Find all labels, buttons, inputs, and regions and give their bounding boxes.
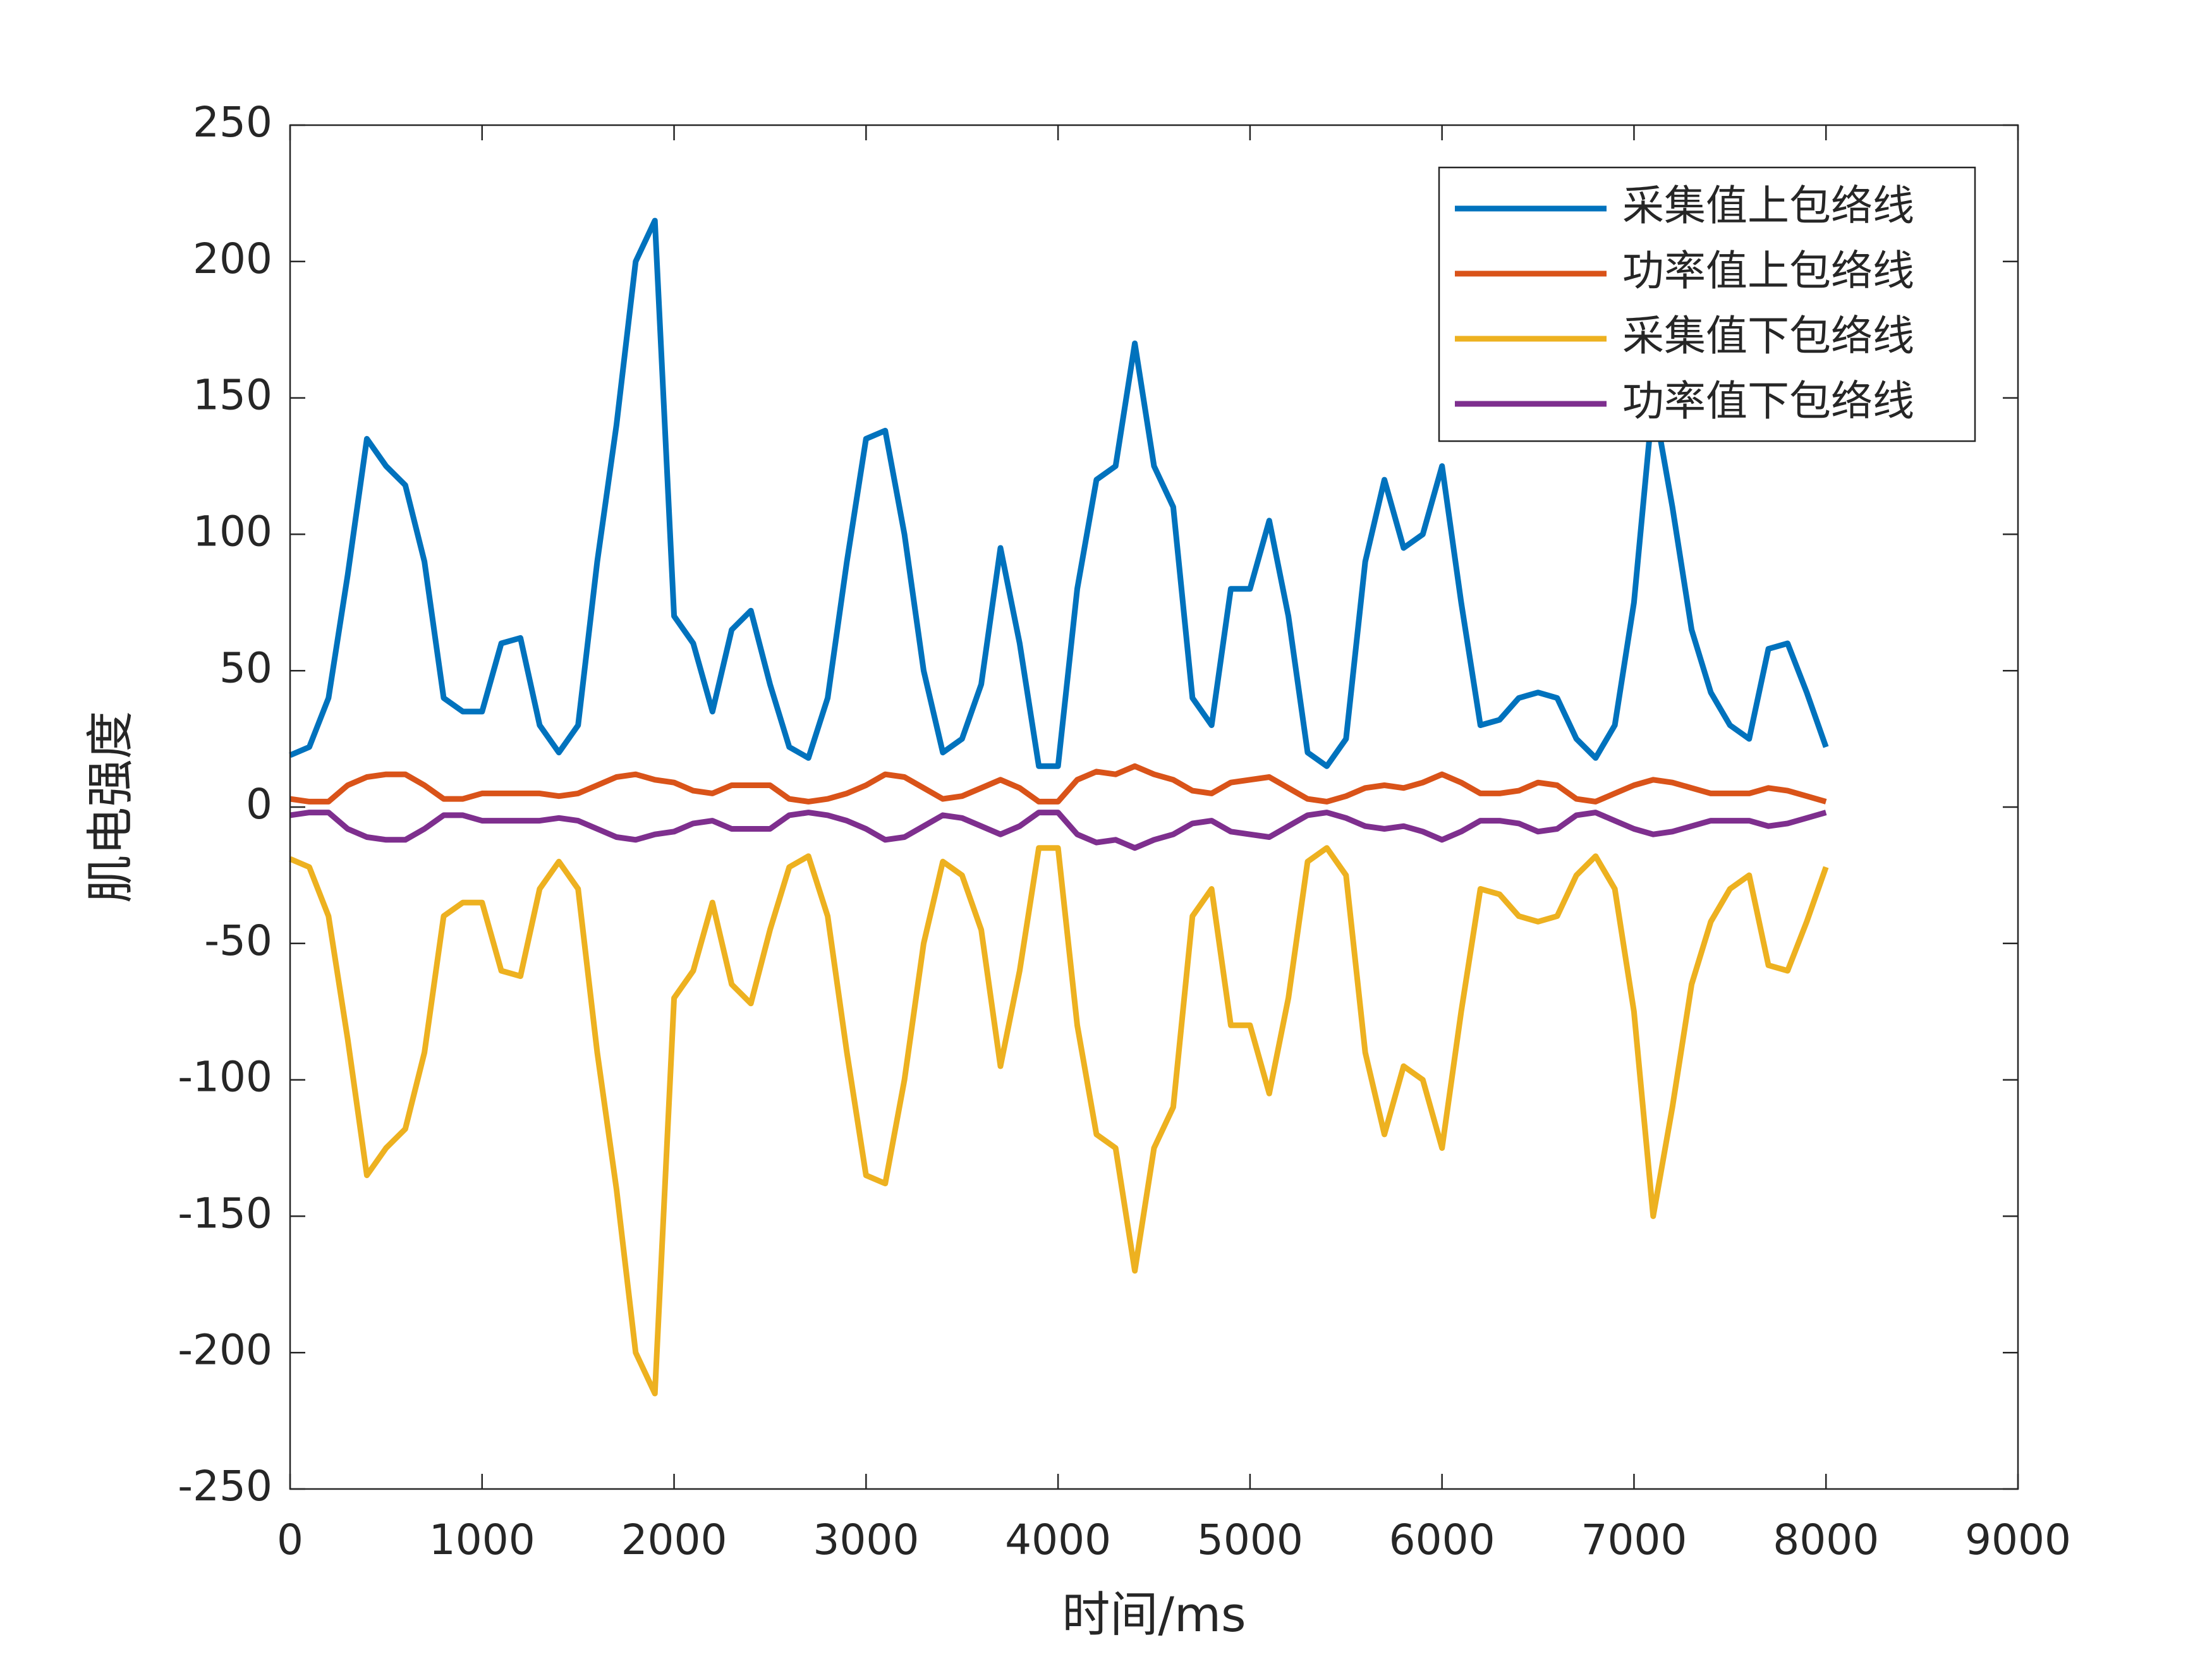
series-line <box>289 763 1827 805</box>
y-tick-label: 50 <box>219 643 272 692</box>
x-tick-label: 2000 <box>621 1516 727 1564</box>
y-tick-label: 200 <box>193 234 272 283</box>
x-tick-label: 3000 <box>813 1516 919 1564</box>
y-tick-label: -150 <box>178 1189 272 1237</box>
x-tick-label: 8000 <box>1773 1516 1879 1564</box>
x-tick-label: 9000 <box>1965 1516 2071 1564</box>
y-tick-label: 150 <box>193 371 272 420</box>
y-tick-label: -100 <box>178 1053 272 1102</box>
y-tick-label: -50 <box>204 916 272 965</box>
x-tick-label: 5000 <box>1197 1516 1303 1564</box>
x-tick-label: 4000 <box>1005 1516 1111 1564</box>
series-line <box>289 810 1827 851</box>
x-axis-label: 时间/ms <box>1062 1586 1246 1643</box>
x-tick-label: 6000 <box>1389 1516 1495 1564</box>
y-axis-label: 肌电强度 <box>82 711 138 903</box>
y-tick-label: 0 <box>246 780 272 829</box>
legend-label: 功率值下包络线 <box>1622 377 1914 425</box>
series-line <box>289 845 1829 1397</box>
plot-frame <box>289 124 2019 1490</box>
series-line <box>289 217 1829 769</box>
legend-box <box>1438 166 1976 442</box>
y-tick-label: -250 <box>178 1462 272 1510</box>
y-tick-label: 250 <box>193 98 272 147</box>
x-tick-label: 1000 <box>429 1516 535 1564</box>
legend-label: 功率值上包络线 <box>1622 246 1914 295</box>
legend-label: 采集值下包络线 <box>1622 312 1914 360</box>
y-tick-label: -200 <box>178 1325 272 1374</box>
y-tick-label: 100 <box>193 507 272 556</box>
x-tick-label: 7000 <box>1581 1516 1687 1564</box>
x-tick-label: 0 <box>277 1516 303 1564</box>
legend-label: 采集值上包络线 <box>1622 181 1914 230</box>
